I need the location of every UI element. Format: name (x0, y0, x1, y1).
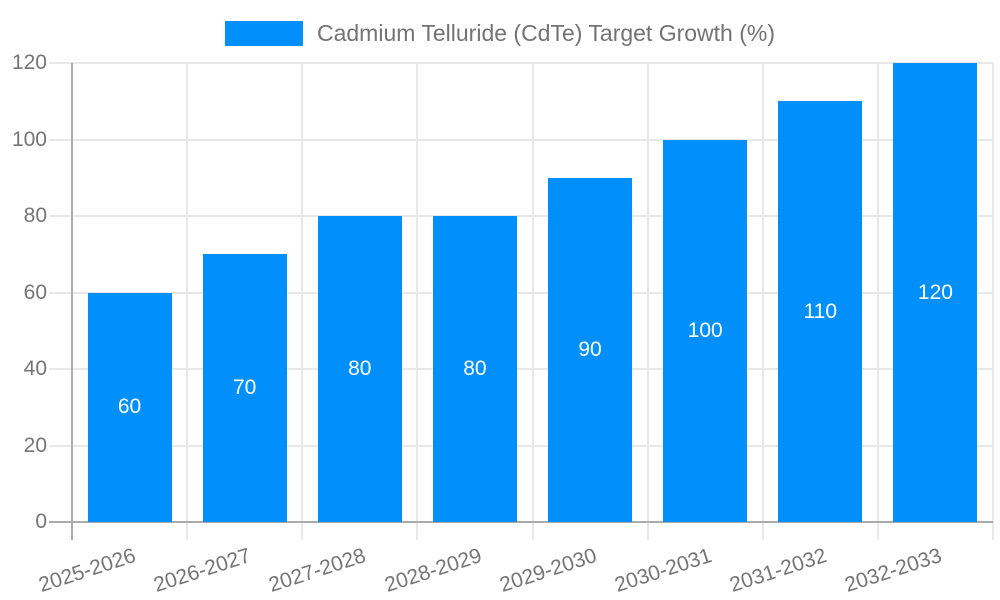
gridline-vertical (416, 63, 419, 540)
bar-value-label: 80 (348, 357, 372, 380)
x-axis-tick-label: 2026-2027 (151, 544, 254, 597)
x-axis-tick-label: 2032-2033 (841, 544, 945, 597)
legend-color-swatch (224, 20, 303, 46)
x-axis-tick-label: 2027-2028 (266, 544, 369, 597)
bar-value-label: 80 (463, 357, 487, 380)
gridline-horizontal (49, 291, 993, 294)
legend-series-label: Cadmium Telluride (CdTe) Target Growth (… (316, 19, 776, 46)
gridline-vertical (876, 63, 879, 540)
gridline-vertical (531, 63, 534, 540)
bar[interactable]: 60 (87, 292, 172, 522)
bar[interactable]: 80 (432, 216, 517, 522)
bar-value-label: 70 (233, 376, 257, 400)
gridline-horizontal (49, 215, 993, 217)
gridline-vertical (186, 63, 189, 540)
y-axis-line (71, 63, 73, 540)
bar[interactable]: 70 (202, 254, 287, 522)
y-axis-tick-label: 80 (23, 204, 47, 227)
bar-value-label: 100 (687, 318, 723, 342)
x-axis-tick-label: 2028-2029 (381, 544, 485, 597)
x-axis-tick-label: 2031-2032 (726, 544, 830, 597)
bar[interactable]: 120 (893, 63, 978, 522)
y-axis-tick-label: 100 (11, 127, 47, 151)
y-axis-tick-label: 40 (23, 357, 47, 380)
y-axis-tick-label: 120 (11, 51, 47, 74)
x-axis-line (49, 521, 993, 523)
x-axis-tick-label: 2029-2030 (496, 544, 600, 597)
gridline-vertical (992, 63, 994, 540)
gridline-vertical (761, 63, 764, 540)
gridline-vertical (301, 63, 304, 540)
x-axis-tick-label: 2030-2031 (611, 544, 715, 597)
legend-item[interactable]: Cadmium Telluride (CdTe) Target Growth (… (224, 19, 776, 47)
bar-value-label: 90 (578, 337, 602, 361)
gridline-horizontal (49, 368, 993, 370)
x-axis-tick-label: 2025-2026 (36, 544, 139, 597)
y-axis-tick-label: 20 (23, 433, 47, 457)
chart-legend: Cadmium Telluride (CdTe) Target Growth (… (0, 8, 1000, 58)
gridline-vertical (646, 63, 649, 540)
bar[interactable]: 110 (778, 101, 863, 522)
gridline-horizontal (49, 444, 993, 447)
bar-value-label: 60 (117, 395, 142, 419)
y-axis-tick-label: 0 (35, 510, 47, 533)
bar-value-label: 120 (917, 280, 953, 304)
gridline-horizontal (49, 138, 993, 141)
bar[interactable]: 100 (663, 139, 748, 522)
bar[interactable]: 90 (548, 177, 633, 522)
bar-value-label: 110 (803, 299, 838, 323)
gridline-horizontal (49, 62, 993, 64)
bar[interactable]: 80 (317, 216, 402, 522)
y-axis-tick-label: 60 (23, 280, 47, 304)
